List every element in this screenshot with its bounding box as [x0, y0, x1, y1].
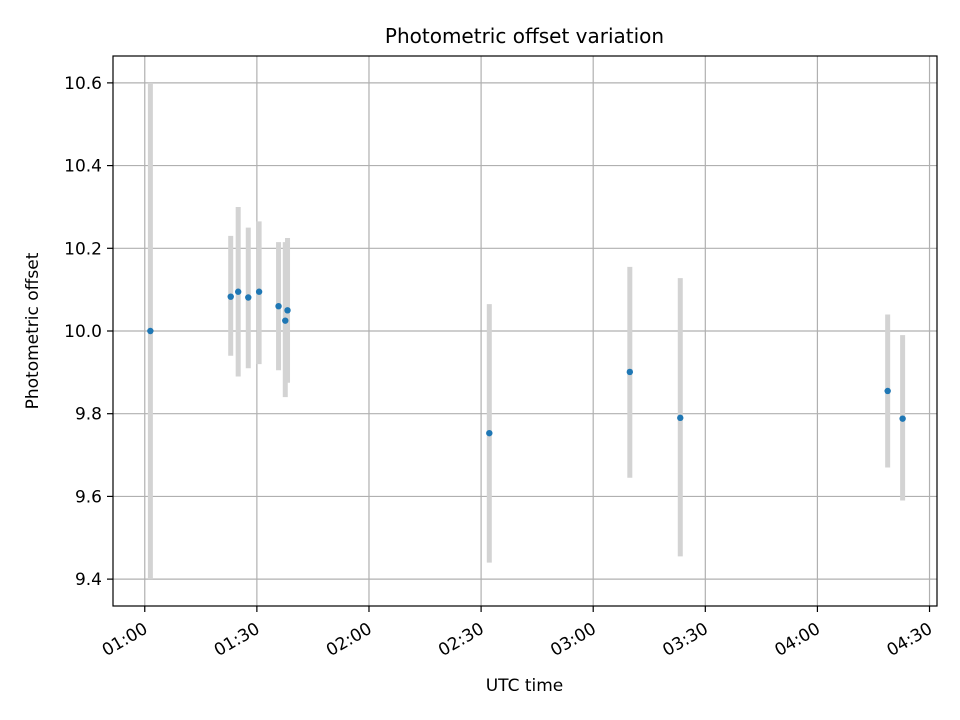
x-tick-label: 04:30 [884, 619, 936, 661]
x-tick-label: 03:30 [659, 619, 711, 661]
x-axis-ticks: 01:00 01:30 02:00 02:30 03:00 03:30 04:00 04:30 [99, 606, 936, 661]
data-point [147, 327, 154, 335]
x-tick-label: 04:00 [771, 619, 823, 661]
data-point [275, 302, 282, 310]
y-axis-ticks: 9.4 9.6 9.8 10.0 10.2 10.4 10.6 [64, 74, 113, 590]
y-tick-label: 10.0 [64, 322, 102, 342]
data-point [899, 415, 906, 422]
y-tick-label: 10.6 [64, 74, 102, 94]
x-tick-label: 01:00 [99, 619, 151, 661]
y-tick-label: 9.6 [75, 487, 102, 507]
y-axis-label: Photometric offset [23, 252, 43, 409]
data-point [677, 414, 684, 422]
data-point [282, 317, 289, 324]
data-point [626, 368, 634, 376]
x-tick-label: 02:00 [323, 619, 375, 661]
data-point [486, 429, 493, 437]
data-point [884, 387, 891, 395]
data-point [284, 307, 291, 314]
x-tick-label: 01:30 [211, 619, 263, 661]
data-point [234, 288, 242, 295]
chart-title: Photometric offset variation [385, 24, 664, 48]
y-tick-label: 10.4 [64, 157, 102, 177]
data-point [245, 294, 252, 301]
y-tick-label: 9.4 [75, 570, 102, 590]
x-tick-label: 02:30 [435, 619, 487, 661]
data-point [227, 293, 234, 300]
y-tick-label: 10.2 [64, 239, 102, 259]
x-axis-label: UTC time [486, 676, 564, 696]
data-markers [147, 288, 906, 437]
y-tick-label: 9.8 [75, 405, 102, 425]
x-tick-label: 03:00 [547, 619, 599, 661]
data-point [255, 288, 263, 295]
